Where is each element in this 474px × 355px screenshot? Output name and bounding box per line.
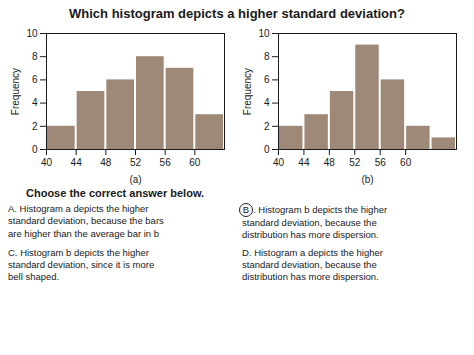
svg-text:2: 2 (32, 121, 38, 132)
html-text:Which histogram depicts a high: Which histogram depicts a higher standar… (69, 6, 405, 21)
svg-text:8: 8 (264, 51, 270, 62)
svg-text:40: 40 (41, 157, 53, 168)
html-text:Choose the correct answer belo: Choose the correct answer below. (26, 187, 205, 199)
svg-text:52: 52 (349, 157, 361, 168)
html-text:C. Histogram b depicts the hig: C. Histogram b depicts the higher standa… (8, 246, 155, 283)
svg-text:60: 60 (400, 157, 412, 168)
svg-text:Frequency: Frequency (242, 68, 253, 115)
svg-text:(b): (b) (361, 174, 373, 185)
svg-text:4: 4 (264, 97, 270, 108)
svg-text:44: 44 (298, 157, 310, 168)
html-text:A. Histogram a depicts the hig: A. Histogram a depicts the higher standa… (8, 203, 164, 239)
svg-text:2: 2 (264, 121, 270, 132)
svg-text:10: 10 (26, 28, 38, 39)
svg-text:44: 44 (71, 157, 83, 168)
svg-text:0: 0 (32, 144, 38, 155)
svg-text:52: 52 (130, 157, 142, 168)
svg-text:56: 56 (160, 157, 172, 168)
svg-text:(a): (a) (129, 174, 141, 185)
svg-text:4: 4 (32, 97, 38, 108)
svg-text:48: 48 (100, 157, 112, 168)
html-text:B . Histogram b depicts the hi: B . Histogram b depicts the higher stand… (242, 204, 388, 241)
svg-text:6: 6 (32, 74, 38, 85)
html-text:D. Histogram a depicts the hig: D. Histogram a depicts the higher standa… (242, 246, 383, 283)
svg-text:0: 0 (264, 144, 270, 155)
svg-text:40: 40 (273, 157, 285, 168)
svg-text:8: 8 (32, 51, 38, 62)
svg-text:10: 10 (258, 28, 270, 39)
svg-text:56: 56 (375, 157, 387, 168)
svg-text:6: 6 (264, 74, 270, 85)
svg-text:60: 60 (189, 157, 201, 168)
svg-text:48: 48 (324, 157, 336, 168)
svg-text:Frequency: Frequency (10, 68, 21, 115)
